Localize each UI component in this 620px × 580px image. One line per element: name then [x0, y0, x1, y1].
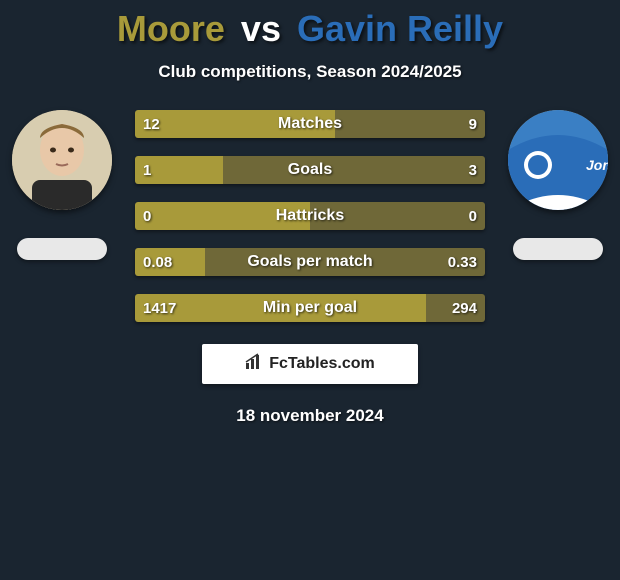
footer-logo: FcTables.com — [202, 344, 418, 384]
player2-avatar: Joma — [508, 110, 608, 210]
stat-bar: 1Goals3 — [135, 156, 485, 184]
comparison-card: Moore vs Gavin Reilly Club competitions,… — [0, 0, 620, 426]
player2-team-pill — [513, 238, 603, 260]
stat-label: Matches — [135, 110, 485, 138]
subtitle: Club competitions, Season 2024/2025 — [0, 62, 620, 82]
stat-bar: 0.08Goals per match0.33 — [135, 248, 485, 276]
player1-avatar — [12, 110, 112, 210]
title-player1: Moore — [117, 8, 225, 49]
stat-value-right: 0.33 — [440, 248, 485, 276]
footer-logo-text: FcTables.com — [269, 355, 375, 373]
stat-bar: 12Matches9 — [135, 110, 485, 138]
stat-bar: 0Hattricks0 — [135, 202, 485, 230]
stat-label: Goals per match — [135, 248, 485, 276]
chart-icon — [245, 353, 263, 376]
title-player2: Gavin Reilly — [297, 8, 503, 49]
footer-date: 18 november 2024 — [0, 406, 620, 426]
stat-value-right: 294 — [444, 294, 485, 322]
player2-column: Joma — [503, 110, 613, 260]
stat-label: Goals — [135, 156, 485, 184]
svg-text:Joma: Joma — [586, 157, 608, 173]
stat-value-right: 3 — [461, 156, 485, 184]
stats-column: 12Matches9 1Goals3 0Hattricks0 0.08Goals pe… — [135, 110, 485, 322]
page-title: Moore vs Gavin Reilly — [0, 8, 620, 50]
stat-value-right: 0 — [461, 202, 485, 230]
player1-column — [7, 110, 117, 260]
stat-value-right: 9 — [461, 110, 485, 138]
title-vs: vs — [241, 8, 281, 49]
stat-label: Hattricks — [135, 202, 485, 230]
content-row: 12Matches9 1Goals3 0Hattricks0 0.08Goals pe… — [0, 110, 620, 322]
player1-team-pill — [17, 238, 107, 260]
stat-bar: 1417Min per goal294 — [135, 294, 485, 322]
stat-label: Min per goal — [135, 294, 485, 322]
